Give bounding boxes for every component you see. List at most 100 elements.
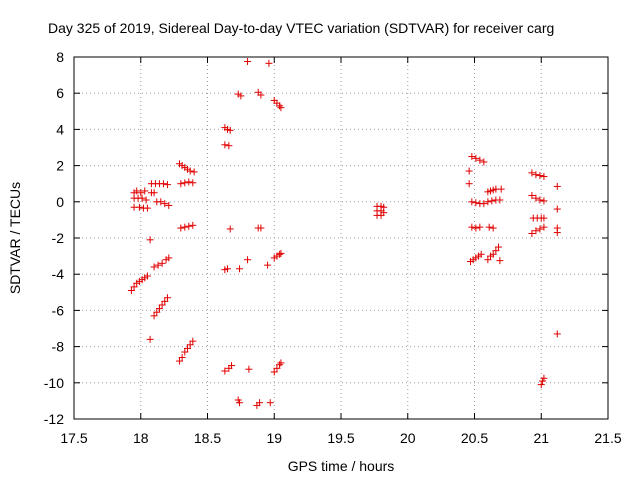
- data-point: [226, 225, 234, 233]
- data-point: [496, 196, 504, 204]
- data-point: [540, 374, 548, 382]
- data-point: [224, 265, 232, 273]
- y-axis-label: SDTVAR / TECUs: [7, 182, 23, 294]
- data-point: [276, 361, 284, 369]
- data-point: [553, 330, 561, 338]
- x-tick-label: 18: [133, 430, 149, 446]
- data-point: [150, 263, 158, 271]
- data-point: [528, 191, 536, 199]
- y-tick-label: -2: [52, 230, 65, 246]
- data-point: [165, 254, 173, 262]
- x-tick-label: 20: [400, 430, 416, 446]
- data-point: [528, 229, 536, 237]
- data-point: [221, 141, 229, 149]
- y-tick-label: 4: [56, 121, 64, 137]
- data-point: [264, 261, 272, 269]
- data-point: [265, 59, 273, 67]
- x-tick-label: 20.5: [461, 430, 488, 446]
- data-point: [380, 209, 388, 217]
- data-point: [553, 205, 561, 213]
- data-point: [228, 362, 236, 370]
- data-point: [528, 169, 536, 177]
- data-point: [234, 396, 242, 404]
- data-point: [161, 200, 169, 208]
- data-point: [185, 178, 193, 186]
- data-point: [476, 223, 484, 231]
- data-point: [189, 179, 197, 187]
- x-axis-label: GPS time / hours: [288, 458, 395, 474]
- data-point: [480, 158, 488, 166]
- data-point: [186, 341, 194, 349]
- y-tick-label: -8: [52, 339, 65, 355]
- data-point: [175, 357, 183, 365]
- data-point: [536, 196, 544, 204]
- data-point: [477, 250, 485, 258]
- chart-title: Day 325 of 2019, Sidereal Day-to-day VTE…: [48, 20, 554, 36]
- data-point: [476, 156, 484, 164]
- data-point: [143, 204, 151, 212]
- data-point: [277, 359, 285, 367]
- data-point: [277, 104, 285, 112]
- data-point: [154, 261, 162, 269]
- data-point: [159, 180, 167, 188]
- data-point: [236, 265, 244, 273]
- y-tick-label: 2: [56, 158, 64, 174]
- data-point: [273, 364, 281, 372]
- data-point: [190, 168, 198, 176]
- data-point: [130, 283, 138, 291]
- data-point: [153, 308, 161, 316]
- data-point: [489, 224, 497, 232]
- data-point: [492, 247, 500, 255]
- data-point: [158, 259, 166, 267]
- data-point: [221, 367, 229, 375]
- data-point: [135, 203, 143, 211]
- data-point: [257, 224, 265, 232]
- data-point: [185, 222, 193, 230]
- data-point: [244, 256, 252, 264]
- data-point: [244, 58, 252, 66]
- data-point: [157, 198, 165, 206]
- data-point: [489, 250, 497, 258]
- x-tick-label: 17.5: [60, 430, 87, 446]
- data-point: [553, 229, 561, 237]
- data-point: [163, 294, 171, 302]
- data-point: [155, 305, 163, 313]
- x-tick-label: 18.5: [194, 430, 221, 446]
- data-point: [146, 335, 154, 343]
- data-point: [137, 189, 145, 197]
- y-tick-label: -10: [44, 375, 64, 391]
- data-point: [146, 236, 154, 244]
- data-point: [276, 250, 284, 258]
- data-point: [497, 185, 505, 193]
- data-point: [127, 286, 135, 294]
- data-point: [488, 197, 496, 205]
- data-point: [540, 214, 548, 222]
- data-point: [225, 142, 233, 150]
- data-point: [165, 201, 173, 209]
- x-tick-label: 21: [533, 430, 549, 446]
- data-point: [472, 224, 480, 232]
- data-point: [245, 365, 253, 373]
- y-tick-label: 6: [56, 85, 64, 101]
- x-tick-label: 19: [266, 430, 282, 446]
- data-point: [553, 182, 561, 190]
- data-point: [256, 399, 264, 407]
- x-tick-labels: 17.5 18 18.5 19 19.5 20 20.5 21 21.5: [60, 430, 621, 446]
- data-point: [495, 243, 503, 251]
- data-point: [141, 187, 149, 195]
- data-point: [163, 181, 171, 189]
- data-point: [183, 344, 191, 352]
- x-tick-label: 21.5: [594, 430, 621, 446]
- data-point: [537, 381, 545, 389]
- data-point: [133, 187, 141, 195]
- data-points: [127, 58, 561, 409]
- y-tick-label: -6: [52, 302, 65, 318]
- data-point: [465, 180, 473, 188]
- data-point: [496, 257, 504, 265]
- data-point: [189, 337, 197, 345]
- data-point: [181, 179, 189, 187]
- data-point: [472, 154, 480, 162]
- data-point: [468, 153, 476, 161]
- data-point: [465, 167, 473, 175]
